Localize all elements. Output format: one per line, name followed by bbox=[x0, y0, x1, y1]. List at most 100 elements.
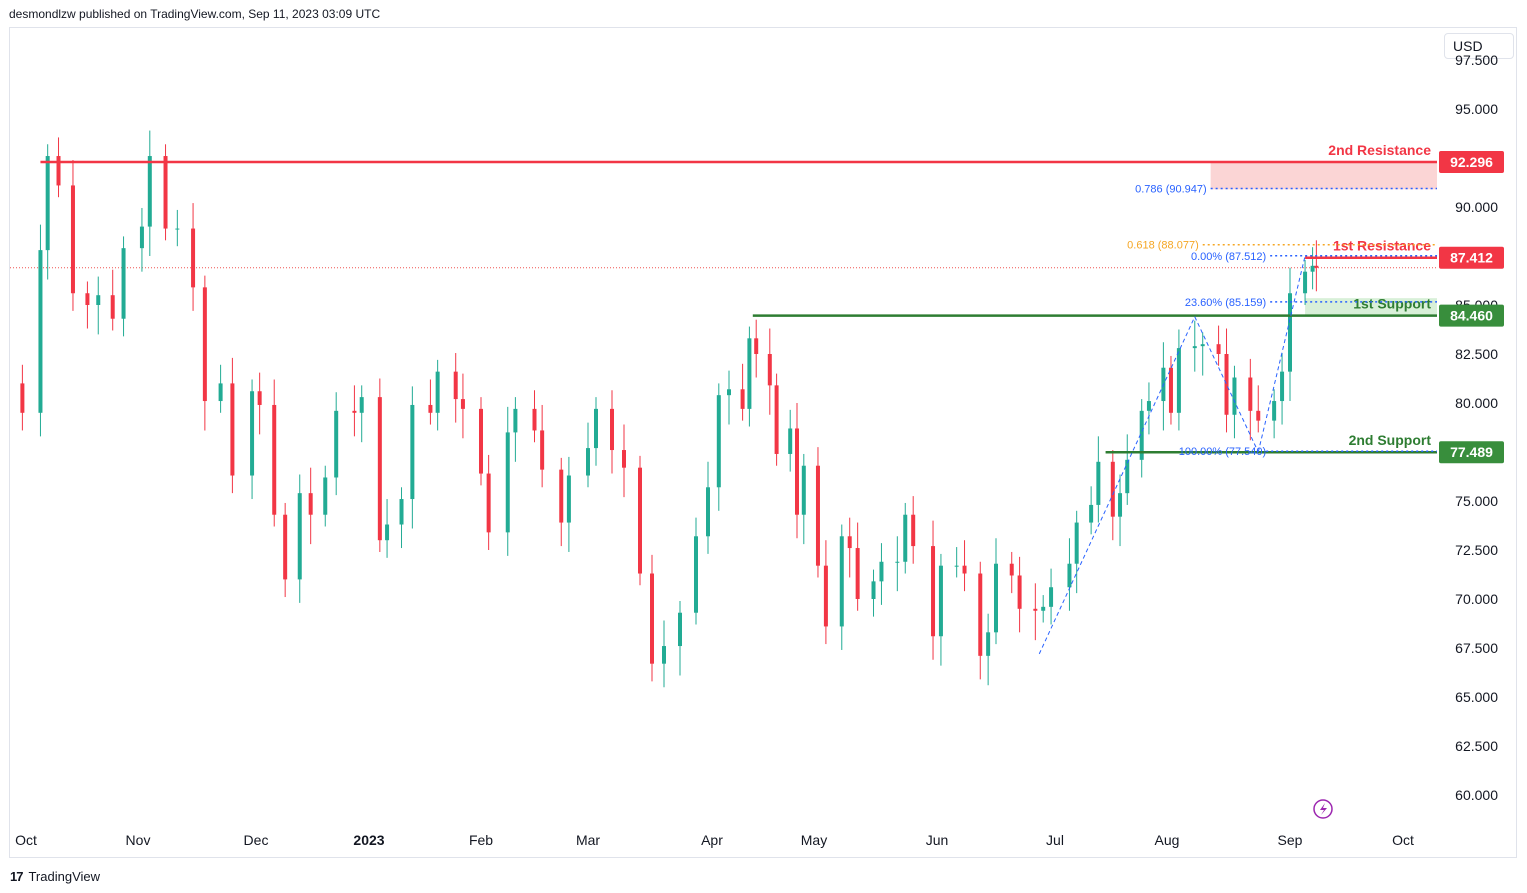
fib-label: 0.786 (90.947) bbox=[1135, 183, 1207, 195]
candle bbox=[1200, 332, 1205, 376]
candle-body bbox=[911, 514, 916, 547]
candle-body bbox=[1110, 461, 1115, 517]
candle bbox=[871, 569, 876, 617]
candle bbox=[801, 453, 806, 545]
sup2-caption: 2nd Support bbox=[1349, 432, 1432, 448]
candle-body bbox=[257, 391, 262, 405]
x-tick-label: Aug bbox=[1155, 832, 1180, 848]
candle-body bbox=[308, 493, 313, 515]
fib-label: 23.60% (85.159) bbox=[1185, 297, 1266, 309]
candle-body bbox=[931, 546, 936, 637]
candle-body bbox=[938, 565, 943, 637]
candle bbox=[147, 130, 152, 256]
candle-body bbox=[1049, 587, 1054, 607]
candle-body bbox=[56, 156, 61, 186]
candle-body bbox=[1280, 371, 1285, 402]
candle-body bbox=[638, 467, 642, 574]
candle bbox=[559, 457, 564, 547]
candle bbox=[334, 392, 339, 496]
candle bbox=[230, 357, 235, 494]
res2-caption: 2nd Resistance bbox=[1328, 142, 1431, 158]
candle-body bbox=[895, 561, 900, 563]
candle bbox=[986, 613, 991, 686]
candle bbox=[56, 137, 61, 198]
candle bbox=[1248, 358, 1253, 441]
candle-body bbox=[410, 404, 415, 500]
candle-body bbox=[694, 536, 698, 613]
x-tick-label: Feb bbox=[469, 832, 493, 848]
tradingview-logo-icon[interactable]: 17 bbox=[10, 868, 24, 884]
candle bbox=[308, 467, 313, 545]
candle-body bbox=[1074, 522, 1079, 564]
lightning-icon[interactable] bbox=[1313, 799, 1333, 819]
y-tick-label: 67.500 bbox=[1455, 640, 1498, 656]
candle bbox=[895, 536, 900, 592]
candle bbox=[532, 390, 537, 443]
candle-body bbox=[871, 581, 876, 599]
candle-body bbox=[559, 469, 564, 523]
y-tick-label: 65.000 bbox=[1455, 689, 1498, 705]
candle-body bbox=[38, 250, 43, 413]
candle-body bbox=[622, 450, 626, 468]
candle-body bbox=[1009, 563, 1014, 576]
candle bbox=[272, 379, 277, 527]
candle bbox=[139, 207, 144, 272]
candle-body bbox=[986, 632, 991, 656]
candle-body bbox=[662, 646, 666, 664]
candle-body bbox=[586, 448, 590, 476]
candle-body bbox=[788, 428, 793, 454]
candle-body bbox=[954, 565, 959, 567]
candle-body bbox=[610, 408, 614, 451]
candle bbox=[121, 236, 126, 337]
candle-body bbox=[1067, 563, 1072, 588]
sup2-price-label: 77.489 bbox=[1450, 444, 1493, 460]
candle bbox=[250, 379, 255, 500]
candle bbox=[1041, 595, 1046, 623]
candle bbox=[978, 561, 983, 680]
candle-body bbox=[962, 565, 967, 574]
candle-body bbox=[513, 408, 518, 433]
currency-selector[interactable]: USD bbox=[1444, 33, 1514, 59]
price-tags-layer: 92.296 87.412 84.460 77.489 bbox=[1439, 150, 1504, 464]
candle-body bbox=[191, 228, 196, 288]
candle-body bbox=[460, 399, 465, 409]
candle-body bbox=[1168, 367, 1173, 413]
candles-layer bbox=[20, 130, 1319, 688]
candle-body bbox=[1041, 606, 1046, 611]
candle bbox=[45, 144, 50, 280]
candle bbox=[1049, 568, 1054, 625]
candle-body bbox=[147, 156, 152, 227]
pattern-leg bbox=[1038, 316, 1196, 655]
y-tick-label: 90.000 bbox=[1455, 199, 1498, 215]
candle bbox=[202, 275, 207, 431]
candle bbox=[823, 540, 828, 645]
candle-body bbox=[1146, 401, 1151, 411]
candle bbox=[1314, 240, 1319, 292]
candle-body bbox=[139, 226, 144, 249]
candle-body bbox=[1017, 575, 1022, 609]
candle bbox=[1125, 434, 1130, 505]
candle bbox=[1110, 450, 1115, 541]
candle-body bbox=[1176, 348, 1181, 413]
candle bbox=[257, 372, 262, 435]
candle-body bbox=[754, 338, 759, 354]
candle-body bbox=[1200, 344, 1205, 347]
candle bbox=[513, 397, 518, 462]
candle-body bbox=[740, 389, 745, 409]
candle bbox=[323, 465, 328, 527]
y-tick-label: 62.500 bbox=[1455, 738, 1498, 754]
candle bbox=[767, 328, 772, 415]
candle bbox=[795, 403, 799, 539]
candle bbox=[1067, 538, 1072, 611]
footer-brand[interactable]: TradingView bbox=[28, 868, 101, 884]
candle-body bbox=[532, 408, 537, 431]
candle-body bbox=[20, 383, 25, 413]
candle bbox=[479, 397, 483, 486]
candle-body bbox=[218, 383, 223, 402]
pattern-leg bbox=[1257, 255, 1306, 453]
y-tick-label: 72.500 bbox=[1455, 542, 1498, 558]
candle-body bbox=[121, 248, 126, 319]
candle-body bbox=[1125, 459, 1130, 494]
candle-body bbox=[716, 395, 721, 488]
